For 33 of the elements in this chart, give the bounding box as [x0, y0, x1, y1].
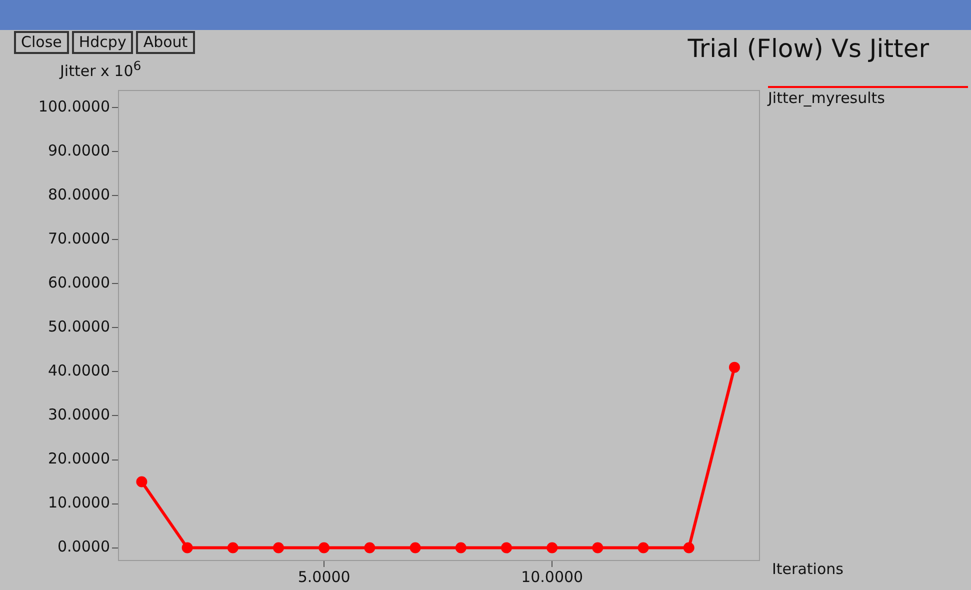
y-tick-label: 10.0000 [48, 494, 110, 512]
y-tick-label: 20.0000 [48, 450, 110, 468]
point [683, 542, 694, 554]
point [728, 362, 740, 373]
y-tick-label: 90.0000 [48, 142, 110, 160]
point [500, 542, 512, 554]
point [455, 542, 466, 554]
point [638, 542, 649, 554]
text: Hdcpy [72, 31, 134, 54]
point [273, 542, 284, 554]
chart-title: Trial (Flow) Vs Jitter [688, 34, 929, 63]
y-tick-label: 0.0000 [58, 538, 110, 556]
y-tick-label: 40.0000 [48, 362, 110, 380]
y-tick-label: 100.0000 [38, 98, 110, 116]
point [410, 542, 421, 554]
x-tick-label: 5.0000 [298, 568, 350, 586]
y-tick-label: 80.0000 [48, 186, 110, 204]
point [227, 542, 238, 554]
y-axis-title: Jitter x 10$^{6}$ [60, 58, 142, 80]
y-tick-label: 60.0000 [48, 274, 110, 292]
x-axis-title: Iterations [772, 560, 844, 578]
point [364, 542, 376, 554]
point [318, 542, 330, 554]
y-tick-label: 70.0000 [48, 230, 110, 248]
point [136, 476, 148, 488]
y-tick-label: 50.0000 [48, 318, 110, 336]
text: Jitter_myresults [768, 89, 885, 107]
text: Close [14, 31, 69, 54]
point [182, 542, 193, 554]
point [546, 542, 558, 554]
y-tick-label: 30.0000 [48, 406, 110, 424]
text: About [136, 31, 195, 54]
point [592, 542, 604, 554]
